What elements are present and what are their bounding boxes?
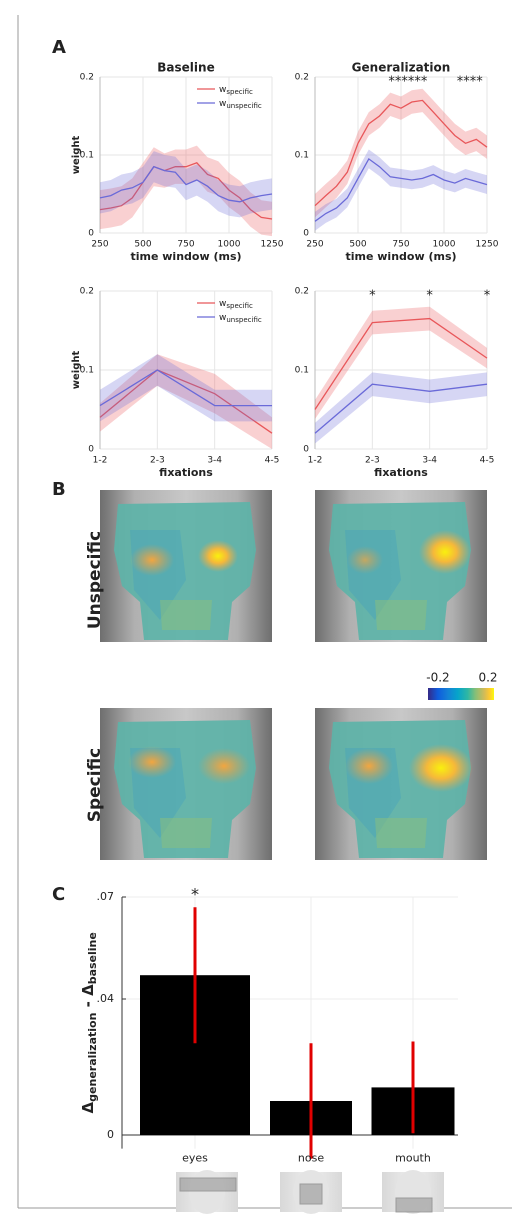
- error-band: [315, 149, 487, 231]
- legend-subscript: unspecific: [226, 316, 261, 324]
- panel-label: B: [52, 479, 66, 500]
- panel-label: C: [52, 884, 65, 905]
- y-tick-label: 0.1: [80, 366, 94, 376]
- line: [99, 162, 273, 220]
- label-symbol: Δ: [79, 1101, 97, 1113]
- legend-label: wunspecific: [219, 99, 262, 111]
- error-band: [315, 88, 487, 218]
- significance-marker: *: [484, 289, 491, 304]
- legend-label: wspecific: [219, 299, 253, 311]
- line: [314, 317, 488, 410]
- x-tick-label: 3-4: [207, 456, 222, 466]
- label-operator: -: [79, 996, 97, 1013]
- x-tick-label: 500: [349, 240, 366, 250]
- x-tick-label: 2-3: [365, 456, 380, 466]
- y-axis-label: weight: [71, 351, 82, 390]
- legend-symbol: w: [219, 299, 226, 309]
- colorbar-tick-label: 0.2: [478, 671, 497, 685]
- y-tick-label: 0: [303, 445, 309, 455]
- legend-label: wspecific: [219, 85, 253, 97]
- y-tick-label: 0.1: [80, 151, 94, 161]
- x-tick-label: 1-2: [308, 456, 323, 466]
- legend-symbol: w: [219, 85, 226, 95]
- legend-subscript: specific: [226, 88, 253, 96]
- colorbar: [428, 688, 494, 700]
- y-axis-label: weight: [71, 136, 82, 175]
- x-tick-label: 4-5: [480, 456, 495, 466]
- y-tick-label: .07: [97, 890, 115, 903]
- error-band: [100, 145, 272, 237]
- y-tick-label: .04: [97, 992, 115, 1005]
- x-tick-label: 750: [392, 240, 409, 250]
- y-tick-label: 0.1: [295, 151, 309, 161]
- x-axis-label: time window (ms): [130, 250, 241, 263]
- x-tick-label: 1000: [218, 240, 241, 250]
- y-tick-label: 0: [88, 229, 94, 239]
- line: [314, 157, 488, 222]
- legend-symbol: w: [219, 99, 226, 109]
- x-tick-label: 1-2: [93, 456, 108, 466]
- legend-label: wunspecific: [219, 313, 262, 325]
- x-axis-label: fixations: [374, 466, 428, 479]
- face-thumbnail: [382, 1170, 444, 1214]
- x-tick-label: 1250: [476, 240, 499, 250]
- significance-marker: *: [191, 885, 199, 904]
- label-subscript: baseline: [86, 932, 99, 984]
- y-tick-label: 0.2: [80, 73, 94, 83]
- y-axis-label: Δgeneralization - Δbaseline: [79, 932, 100, 1113]
- x-tick-label: mouth: [395, 1152, 431, 1165]
- x-tick-label: eyes: [182, 1152, 208, 1165]
- x-tick-label: 500: [134, 240, 151, 250]
- heatmap-image: [315, 708, 487, 860]
- colorbar-tick-label: -0.2: [426, 671, 449, 685]
- y-tick-label: 0.2: [295, 287, 309, 297]
- x-tick-label: 250: [306, 240, 323, 250]
- y-tick-label: 0.1: [295, 366, 309, 376]
- x-tick-label: nose: [298, 1152, 324, 1165]
- legend-symbol: w: [219, 313, 226, 323]
- error-band: [315, 306, 487, 419]
- y-tick-label: 0: [107, 1128, 114, 1141]
- line: [99, 165, 273, 203]
- x-tick-label: 1000: [433, 240, 456, 250]
- row-label: Specific: [85, 748, 105, 823]
- heatmap-image: [100, 708, 272, 860]
- label-subscript: generalization: [86, 1013, 99, 1102]
- line: [99, 369, 272, 407]
- legend-subscript: specific: [226, 302, 253, 310]
- face-thumbnail: [280, 1170, 342, 1214]
- chart-title: Generalization: [352, 61, 451, 75]
- row-label: Unspecific: [85, 531, 105, 629]
- x-tick-label: 750: [177, 240, 194, 250]
- y-tick-label: 0: [303, 229, 309, 239]
- heatmap-image: [100, 490, 272, 642]
- x-axis-label: time window (ms): [345, 250, 456, 263]
- y-tick-label: 0: [88, 445, 94, 455]
- x-tick-label: 250: [91, 240, 108, 250]
- x-axis-label: fixations: [159, 466, 213, 479]
- significance-marker: ******: [388, 75, 428, 90]
- line: [99, 369, 273, 434]
- significance-marker: ****: [457, 75, 484, 90]
- y-tick-label: 0.2: [295, 73, 309, 83]
- face-thumbnail: [176, 1170, 238, 1214]
- y-tick-label: 0.2: [80, 287, 94, 297]
- error-band: [315, 372, 487, 444]
- error-band: [100, 354, 272, 449]
- significance-marker: *: [426, 289, 433, 304]
- significance-marker: *: [369, 289, 376, 304]
- x-tick-label: 1250: [261, 240, 284, 250]
- panel-label: A: [52, 37, 66, 58]
- x-tick-label: 2-3: [150, 456, 165, 466]
- heatmap-image: [315, 490, 487, 642]
- legend-subscript: unspecific: [226, 102, 261, 110]
- line: [314, 99, 488, 207]
- label-symbol: Δ: [79, 984, 97, 996]
- chart-title: Baseline: [157, 61, 214, 75]
- line: [314, 383, 488, 434]
- x-tick-label: 4-5: [265, 456, 280, 466]
- x-tick-label: 3-4: [422, 456, 437, 466]
